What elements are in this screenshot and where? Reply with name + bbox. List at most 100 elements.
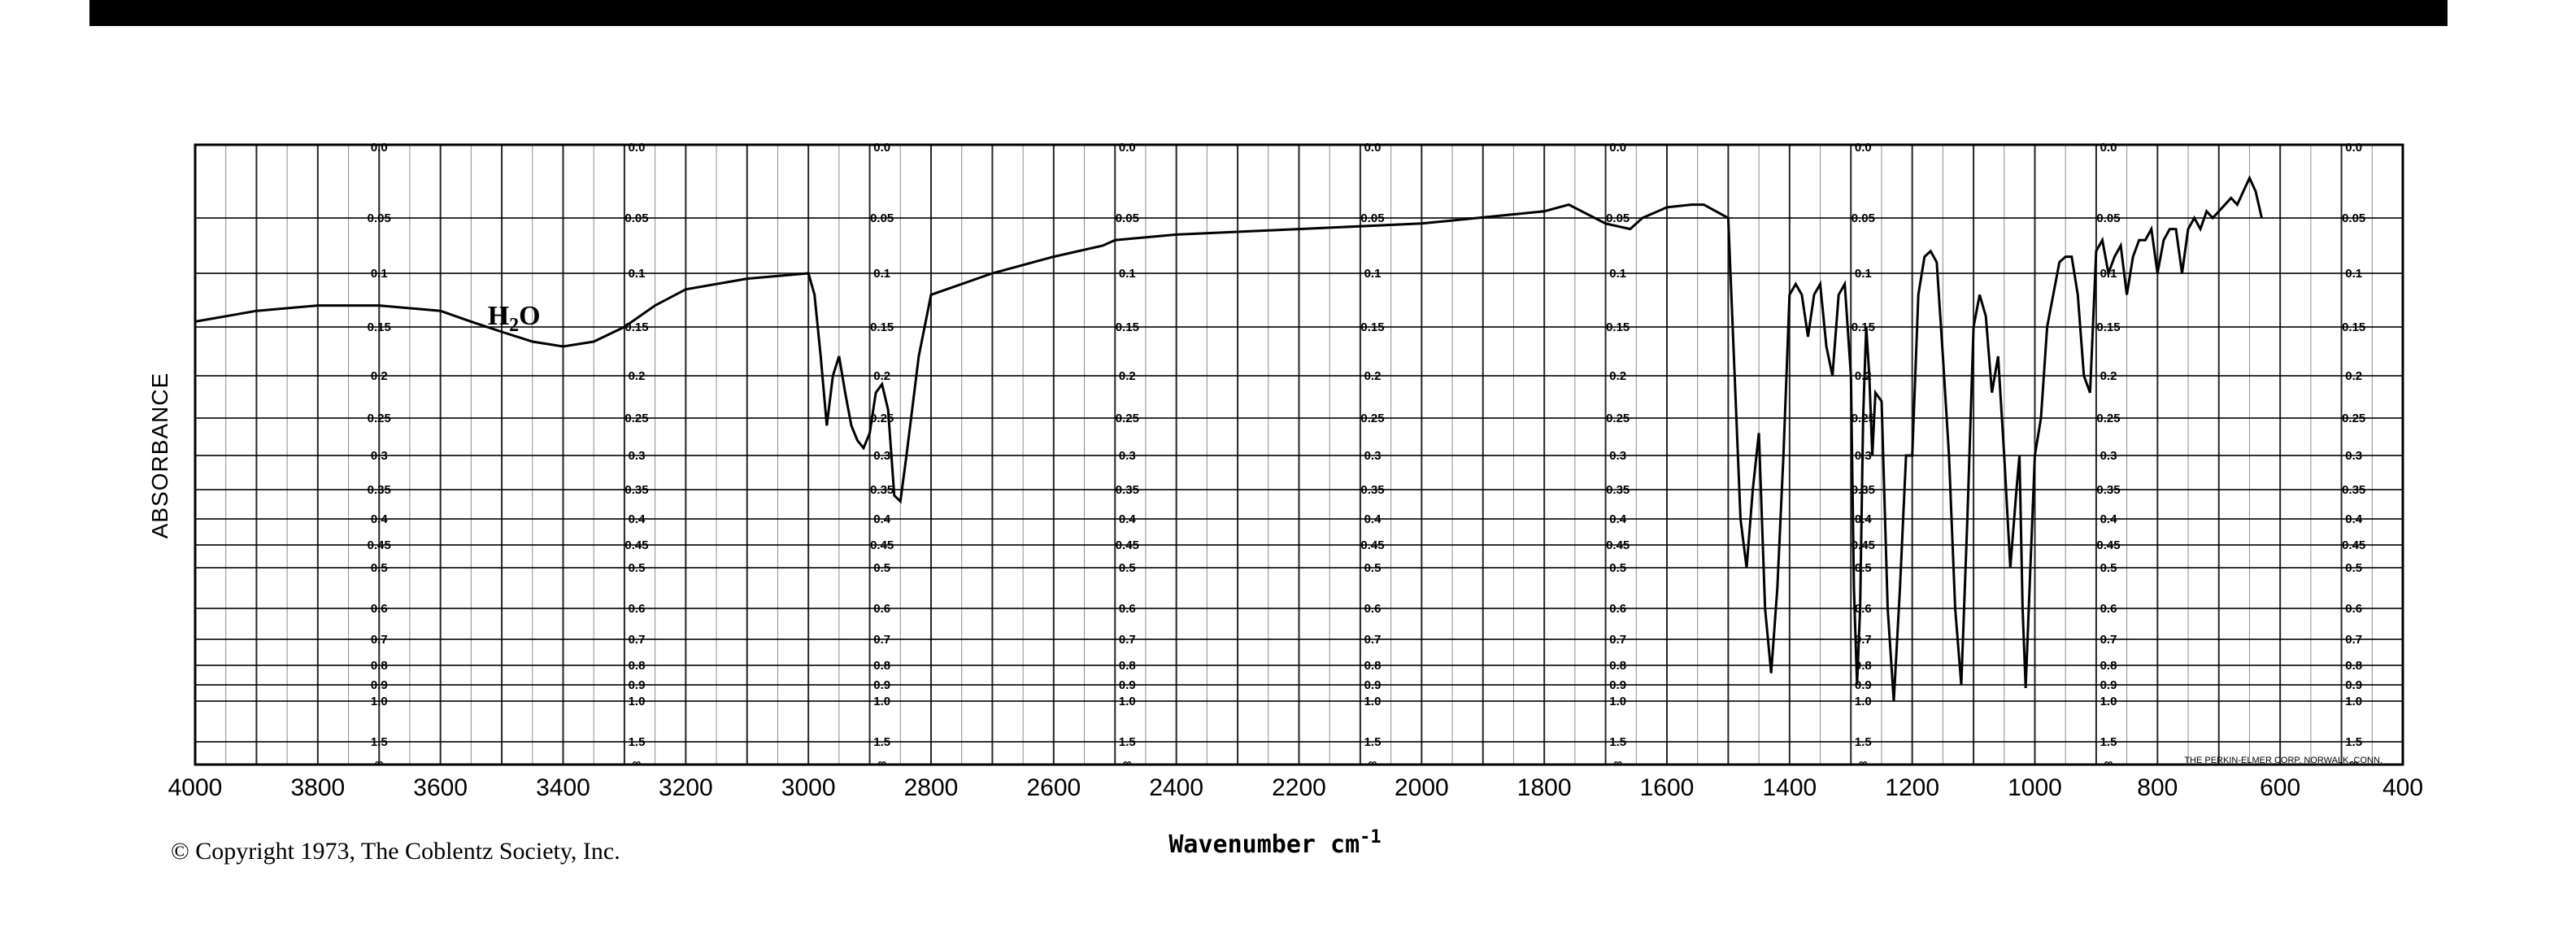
absorbance-tick-label: 0.45 — [1360, 538, 1384, 552]
absorbance-tick-label: 0.5 — [629, 561, 646, 575]
absorbance-tick-label: 0.0 — [2345, 141, 2362, 155]
absorbance-tick-label: 0.25 — [1606, 412, 1630, 425]
absorbance-tick-label: 0.7 — [873, 633, 890, 647]
absorbance-tick-label: 1.0 — [873, 695, 890, 708]
absorbance-tick-label: 0.4 — [2100, 512, 2118, 526]
absorbance-tick-label: ∞ — [877, 756, 886, 770]
absorbance-tick-label: 1.0 — [1609, 695, 1626, 708]
absorbance-tick-label: 0.9 — [2100, 678, 2117, 692]
absorbance-tick-label: 0.1 — [629, 267, 646, 281]
x-tick-label: 2000 — [1395, 774, 1449, 801]
absorbance-tick-label: 0.8 — [629, 659, 646, 673]
absorbance-tick-label: 0.7 — [371, 633, 388, 647]
absorbance-tick-label: 0.45 — [368, 538, 391, 552]
absorbance-tick-label: 0.15 — [870, 320, 894, 334]
absorbance-tick-label: 0.7 — [2345, 633, 2362, 647]
y-axis-label: ABSORBANCE — [147, 373, 172, 539]
absorbance-tick-label: 0.7 — [629, 633, 646, 647]
absorbance-tick-label: 0.35 — [624, 483, 648, 497]
absorbance-tick-label: 0.05 — [1852, 211, 1875, 225]
x-tick-label: 3600 — [413, 774, 468, 801]
absorbance-tick-label: 1.5 — [1609, 735, 1626, 749]
absorbance-tick-label: 0.5 — [1609, 561, 1626, 575]
absorbance-tick-label: 0.3 — [371, 449, 388, 463]
absorbance-tick-label: 0.05 — [624, 211, 648, 225]
manufacturer-footnote: THE PERKIN-ELMER CORP. NORWALK, CONN. — [2184, 756, 2382, 765]
absorbance-tick-label: 0.0 — [2100, 141, 2117, 155]
absorbance-tick-label: 0.1 — [1364, 267, 1382, 281]
absorbance-tick-label: 0.15 — [1360, 320, 1384, 334]
absorbance-tick-label: 0.1 — [1119, 267, 1136, 281]
x-tick-label: 2600 — [1026, 774, 1081, 801]
absorbance-tick-label: 0.8 — [2345, 659, 2362, 673]
absorbance-tick-label: 1.5 — [1855, 735, 1872, 749]
absorbance-tick-label: 0.6 — [629, 602, 646, 616]
absorbance-tick-label: 0.4 — [371, 512, 389, 526]
absorbance-tick-label: 0.0 — [1609, 141, 1626, 155]
absorbance-tick-label: 0.35 — [2342, 483, 2365, 497]
absorbance-tick-label: 0.0 — [371, 141, 388, 155]
absorbance-tick-label: 0.5 — [1855, 561, 1872, 575]
absorbance-tick-label: 0.2 — [873, 369, 890, 383]
copyright-notice: © Copyright 1973, The Coblentz Society, … — [171, 838, 620, 865]
absorbance-tick-label: 0.5 — [1364, 561, 1382, 575]
absorbance-tick-label: ∞ — [2349, 756, 2358, 770]
absorbance-tick-label: 0.6 — [1609, 602, 1626, 616]
absorbance-tick-label: 0.05 — [2096, 211, 2120, 225]
absorbance-tick-label: 0.8 — [371, 659, 388, 673]
absorbance-tick-label: ∞ — [2104, 756, 2113, 770]
absorbance-tick-label: 1.0 — [1855, 695, 1872, 708]
absorbance-tick-label: 0.15 — [2342, 320, 2365, 334]
absorbance-tick-label: 0.4 — [873, 512, 891, 526]
absorbance-tick-label: 1.0 — [1364, 695, 1382, 708]
absorbance-tick-label: 0.8 — [1119, 659, 1136, 673]
absorbance-tick-label: ∞ — [1859, 756, 1868, 770]
absorbance-tick-label: 0.45 — [870, 538, 894, 552]
absorbance-tick-label: 0.8 — [1364, 659, 1382, 673]
absorbance-tick-label: 0.6 — [873, 602, 890, 616]
absorbance-tick-label: 0.7 — [1119, 633, 1136, 647]
absorbance-tick-label: 0.05 — [2342, 211, 2365, 225]
absorbance-tick-label: 0.2 — [1364, 369, 1382, 383]
absorbance-tick-label: ∞ — [375, 756, 384, 770]
absorbance-tick-label: 0.6 — [1855, 602, 1872, 616]
absorbance-tick-label: 1.5 — [629, 735, 646, 749]
absorbance-tick-label: 0.5 — [873, 561, 890, 575]
x-tick-label: 1600 — [1640, 774, 1695, 801]
absorbance-tick-label: 0.3 — [629, 449, 646, 463]
absorbance-tick-label: 0.45 — [624, 538, 648, 552]
absorbance-tick-label: 0.0 — [629, 141, 646, 155]
x-tick-label: 3200 — [659, 774, 713, 801]
absorbance-tick-label: 1.0 — [1119, 695, 1136, 708]
absorbance-tick-label: 0.2 — [2100, 369, 2117, 383]
x-tick-label: 2400 — [1149, 774, 1203, 801]
absorbance-tick-label: 0.5 — [2345, 561, 2362, 575]
absorbance-tick-label: 0.05 — [870, 211, 894, 225]
x-axis-label: Wavenumber cm-1 — [1168, 827, 1381, 859]
absorbance-tick-label: 0.1 — [371, 267, 388, 281]
absorbance-tick-label: 0.3 — [1609, 449, 1626, 463]
absorbance-tick-label: 0.45 — [2342, 538, 2365, 552]
absorbance-tick-label: 0.5 — [2100, 561, 2117, 575]
absorbance-tick-label: 0.4 — [1855, 512, 1873, 526]
absorbance-tick-label: 0.2 — [2345, 369, 2362, 383]
x-tick-label: 3000 — [781, 774, 836, 801]
absorbance-tick-label: 0.25 — [2342, 412, 2365, 425]
absorbance-tick-label: 0.35 — [368, 483, 391, 497]
absorbance-tick-label: 0.9 — [1855, 678, 1872, 692]
absorbance-tick-label: 0.7 — [1364, 633, 1382, 647]
absorbance-tick-label: 0.9 — [371, 678, 388, 692]
absorbance-tick-label: 0.6 — [1119, 602, 1136, 616]
absorbance-tick-label: 0.6 — [2345, 602, 2362, 616]
x-tick-label: 3800 — [290, 774, 345, 801]
absorbance-tick-label: 0.6 — [2100, 602, 2117, 616]
absorbance-tick-label: 0.3 — [1119, 449, 1136, 463]
x-tick-label: 1800 — [1517, 774, 1572, 801]
absorbance-tick-label: 0.35 — [1606, 483, 1630, 497]
absorbance-tick-label: 0.9 — [629, 678, 646, 692]
absorbance-tick-label: 0.25 — [1116, 412, 1139, 425]
absorbance-tick-label: 0.15 — [2096, 320, 2120, 334]
absorbance-tick-label: 0.35 — [1360, 483, 1384, 497]
absorbance-tick-label: 1.5 — [1364, 735, 1382, 749]
x-tick-label: 800 — [2137, 774, 2178, 801]
